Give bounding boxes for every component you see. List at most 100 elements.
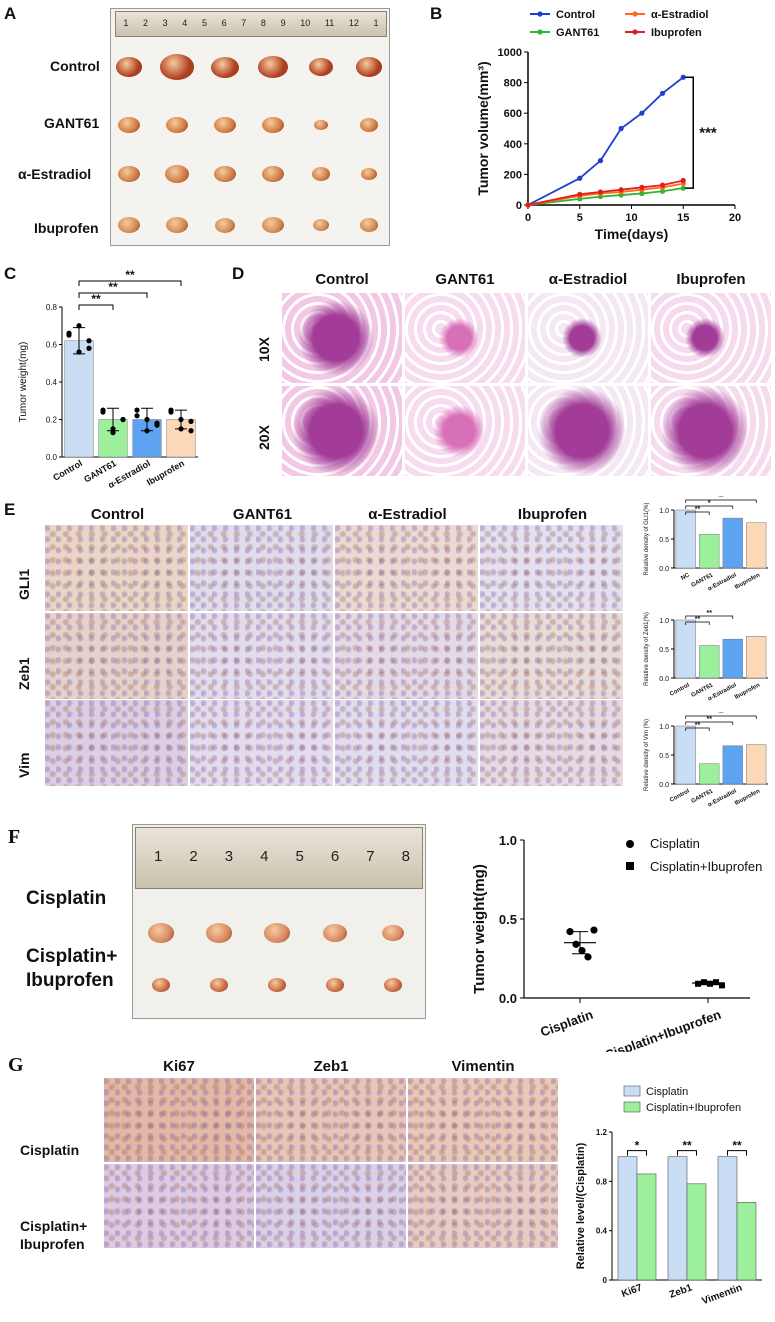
tumor-sample: [262, 216, 284, 234]
tumor-sample: [268, 978, 286, 992]
legend-label: α-Estradiol: [651, 9, 709, 21]
ihc-stain-image: [408, 1164, 558, 1248]
significance-label: **: [91, 292, 101, 306]
panel-letter-g: G: [8, 1054, 24, 1076]
data-point: [572, 940, 580, 948]
y-tick-label: 0.8: [46, 303, 58, 312]
legend-label: Control: [556, 9, 595, 21]
bar: [699, 763, 720, 785]
d-col-gant61: GANT61: [435, 271, 495, 288]
data-point: [584, 953, 592, 961]
category-label: Control: [669, 788, 691, 803]
y-tick-label: 0.8: [596, 1177, 608, 1186]
x-tick-label: 10: [625, 212, 637, 224]
tumor-sample: [118, 165, 140, 183]
y-tick-label: 0.0: [659, 676, 669, 683]
ihc-stain-image: [190, 700, 333, 786]
data-point: [86, 345, 92, 351]
y-tick-label: 0: [516, 200, 522, 212]
data-point: [188, 428, 194, 434]
ihc-stain-image: [480, 613, 623, 699]
y-axis-label: Tumor weight(mg): [471, 864, 488, 994]
legend-swatch: [623, 1101, 641, 1113]
label-gant61: GANT61: [44, 115, 100, 131]
category-label: Ki67: [620, 1282, 644, 1300]
d-row-10x: 10X: [256, 337, 272, 362]
ruler-number: 7: [366, 848, 375, 865]
significance-bracket: [685, 727, 710, 731]
data-point: [134, 413, 140, 419]
ruler-number: 12: [348, 18, 359, 28]
panel-letter-c: C: [4, 264, 17, 283]
tumor-sample: [323, 924, 347, 942]
data-point: [659, 182, 666, 188]
ihc-stain-image: [45, 525, 188, 611]
significance-label: ***: [699, 125, 717, 142]
relative-level-chart: 0 0.4 0.8 1.2 Relative level/(Cisplatin) * Ki6…: [575, 1085, 762, 1307]
data-point: [618, 187, 624, 193]
x-tick-label: 15: [677, 212, 689, 224]
data-point: [178, 416, 184, 423]
g-col-zeb1: Zeb1: [313, 1058, 349, 1075]
ruler-number: 4: [182, 18, 188, 28]
tumor-sample: [262, 165, 284, 183]
panel-letter-d: D: [232, 264, 245, 283]
tumor-photo-a: 1 2 3 4 5 6 7 8 9 10 11 12 1: [110, 8, 390, 246]
significance-label: **: [707, 716, 713, 723]
data-point: [659, 90, 666, 96]
ihc-stain-image: [256, 1078, 406, 1162]
ruler-number: 10: [300, 18, 311, 28]
tumor-sample: [264, 923, 290, 943]
he-stain-image: [528, 293, 648, 383]
y-tick-label: 1000: [498, 47, 522, 59]
bar: [636, 1173, 657, 1281]
legend-label: Cisplatin+Ibuprofen: [650, 859, 762, 874]
tumor-photo-f: 1 2 3 4 5 6 7 8: [132, 824, 426, 1019]
y-tick-label: 1.0: [659, 724, 669, 731]
d-col-ibuprofen: Ibuprofen: [676, 271, 746, 288]
tumor-sample: [152, 978, 170, 992]
he-stain-image: [405, 386, 525, 476]
e-col-ibuprofen: Ibuprofen: [517, 506, 588, 523]
bar: [64, 340, 94, 458]
he-stain-image: [651, 293, 771, 383]
data-point: [525, 202, 531, 208]
tumor-sample: [361, 168, 377, 180]
tumor-sample: [166, 216, 188, 234]
data-point: [134, 407, 140, 413]
data-point: [597, 189, 604, 195]
data-point: [577, 191, 583, 197]
ihc-stain-image: [104, 1164, 254, 1248]
legend-label: Cisplatin+Ibuprofen: [646, 1102, 741, 1114]
data-point: [597, 158, 604, 164]
y-tick-label: 1.0: [659, 508, 669, 515]
he-stain-image: [651, 386, 771, 476]
he-stain-image: [405, 293, 525, 383]
y-tick-label: 0.0: [659, 566, 669, 573]
ruler: 1 2 3 4 5 6 7 8: [135, 827, 423, 889]
label-control: Control: [50, 58, 100, 74]
tumor-sample: [160, 54, 194, 80]
gli1-density-chart: 0.00.51.0NC GANT61α-EstradiolIbuprofenRel…: [644, 496, 768, 592]
ihc-stain-image: [480, 525, 623, 611]
ihc-stain-image: [190, 525, 333, 611]
y-tick-label: 0.0: [659, 782, 669, 789]
significance-label: **: [695, 722, 701, 729]
significance-bracket: [685, 76, 694, 189]
bar: [746, 744, 767, 785]
ruler-number: 2: [142, 18, 148, 28]
x-tick-label: 5: [577, 212, 583, 224]
significance-bracket: [685, 615, 734, 619]
data-point: [719, 982, 725, 989]
bar: [722, 517, 743, 569]
y-tick-label: 600: [504, 108, 522, 120]
tumor-sample: [215, 217, 235, 233]
significance-label: **: [718, 712, 724, 717]
ihc-stain-image: [45, 700, 188, 786]
y-tick-label: 0.5: [499, 912, 517, 927]
bar: [686, 1183, 707, 1281]
data-point: [566, 928, 574, 936]
tumor-sample: [211, 56, 239, 78]
ruler-number: 3: [162, 18, 168, 28]
